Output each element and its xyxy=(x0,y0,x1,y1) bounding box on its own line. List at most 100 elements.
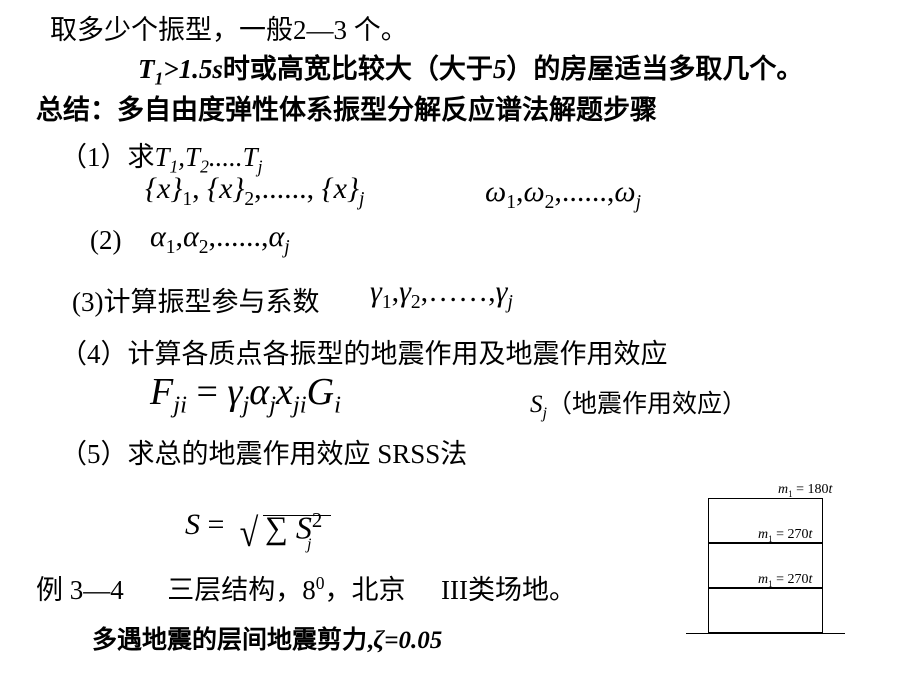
sub: j xyxy=(284,237,289,258)
gamma: γ xyxy=(227,371,242,413)
label: （1）求 xyxy=(60,142,155,172)
sub: i xyxy=(334,392,341,419)
text: 时或高宽比较大（大于 xyxy=(223,54,493,84)
step-3: (3)计算振型参与系数 xyxy=(72,280,319,319)
num-5: 5 xyxy=(493,54,507,84)
label: (3)计算振型参与系数 xyxy=(72,287,319,317)
text: 总结：多自由度弹性体系振型分解反应谱法解题步骤 xyxy=(36,95,657,125)
label: （5）求总的地震作用效应 SRSS法 xyxy=(60,439,467,469)
mass-label-1: m1 = 270t xyxy=(758,572,812,589)
m: m xyxy=(758,572,768,587)
gamma: γ xyxy=(496,275,508,308)
m: m xyxy=(758,527,768,542)
F: F xyxy=(150,371,173,413)
sigma: ∑ xyxy=(265,510,288,546)
text-summary-title: 总结：多自由度弹性体系振型分解反应谱法解题步骤 xyxy=(36,88,657,127)
eq: = 270 xyxy=(773,527,809,542)
sup: 0 xyxy=(316,573,325,593)
x: x xyxy=(219,172,232,205)
label: （4）计算各质点各振型的地震作用及地震作用效应 xyxy=(60,339,668,369)
dots: ,......, xyxy=(209,220,269,253)
x: x xyxy=(276,371,293,413)
brace: { xyxy=(207,172,219,205)
t: t xyxy=(809,572,813,587)
text: III类场地。 xyxy=(441,575,576,605)
sub: 2 xyxy=(545,192,555,213)
mass-label-3: m1 = 180t xyxy=(778,482,832,499)
omega: ω xyxy=(485,175,506,208)
example-line-2: 多遇地震的层间地震剪力,ζ=0.05 xyxy=(92,620,442,656)
equation-srss: S = xyxy=(185,508,224,542)
text-line-condition: T1>1.5s时或高宽比较大（大于5）的房屋适当多取几个。 xyxy=(138,47,803,89)
alphas: α1,α2,......,αj xyxy=(150,220,290,259)
base-line xyxy=(686,633,845,634)
brace: { xyxy=(322,172,334,205)
text: （地震作用效应） xyxy=(547,391,747,418)
brace: } xyxy=(232,172,244,205)
eq: = xyxy=(187,371,227,413)
G: G xyxy=(307,371,334,413)
sub: 1 xyxy=(506,192,516,213)
sub: 1 xyxy=(166,237,176,258)
omega: ω xyxy=(523,175,544,208)
gamma: γ xyxy=(370,275,382,308)
sj-label: Sj（地震作用效应） xyxy=(530,384,747,423)
zeta: ζ xyxy=(373,627,384,654)
mode-shapes: {x}1, {x}2,......, {x}j xyxy=(145,172,364,211)
sym: .....T xyxy=(209,142,258,172)
j: j xyxy=(307,536,311,553)
eq: =0.05 xyxy=(384,627,442,654)
gamma: γ xyxy=(399,275,411,308)
text: 三层结构，8 xyxy=(167,575,316,605)
omega: ω xyxy=(614,175,635,208)
step-5: （5）求总的地震作用效应 SRSS法 xyxy=(60,432,467,471)
sqrt-symbol: √ xyxy=(240,513,259,553)
comma: , xyxy=(176,220,184,253)
text: 多遇地震的层间地震剪力, xyxy=(92,627,373,654)
sub: 2 xyxy=(411,292,421,313)
eq: = 270 xyxy=(773,572,809,587)
sub: j xyxy=(269,392,276,419)
sym-T: T xyxy=(155,142,170,172)
example-line-1: 例 3—4 三层结构，80，北京 III类场地。 xyxy=(36,568,576,607)
eq: = 180 xyxy=(793,482,829,497)
text-gt: >1.5s xyxy=(163,54,223,84)
label: (2) xyxy=(90,225,121,255)
equation-fji: Fji = γjαjxjiGi xyxy=(150,370,341,420)
sub: ji xyxy=(293,392,307,419)
sub: ji xyxy=(173,392,187,419)
t: t xyxy=(809,527,813,542)
srss-sub-j: j xyxy=(307,536,311,554)
comma: , xyxy=(192,172,207,205)
dots: ,......, xyxy=(554,175,614,208)
dots: ,……, xyxy=(421,275,496,308)
sym: ,T xyxy=(178,142,200,172)
step-4: （4）计算各质点各振型的地震作用及地震作用效应 xyxy=(60,332,668,371)
sub-1: 1 xyxy=(155,68,164,88)
text-line-modes-count: 取多少个振型，一般2—3 个。 xyxy=(50,8,408,47)
sub: 2 xyxy=(244,189,254,210)
srss-sum: ∑ S2 xyxy=(265,509,322,547)
brace: } xyxy=(347,172,359,205)
brace: { xyxy=(145,172,157,205)
x: x xyxy=(334,172,347,205)
omegas: ω1,ω2,......,ωj xyxy=(485,175,641,214)
S: S xyxy=(530,391,543,418)
text: 取多少个振型，一般2—3 个。 xyxy=(50,15,408,45)
brace: } xyxy=(170,172,182,205)
S: S xyxy=(185,508,200,541)
sub: j xyxy=(507,292,512,313)
eq: = xyxy=(200,508,224,541)
alpha: α xyxy=(269,220,285,253)
x: x xyxy=(157,172,170,205)
mass-label-2: m1 = 270t xyxy=(758,527,812,544)
step-2: (2) xyxy=(90,225,121,256)
dots: ,......, xyxy=(254,172,322,205)
sym-T: T xyxy=(138,54,155,84)
alpha: α xyxy=(150,220,166,253)
m: m xyxy=(778,482,788,497)
floor-1 xyxy=(708,588,823,633)
sub: 2 xyxy=(199,237,209,258)
text: ，北京 xyxy=(325,575,406,605)
sup2: 2 xyxy=(312,509,322,532)
